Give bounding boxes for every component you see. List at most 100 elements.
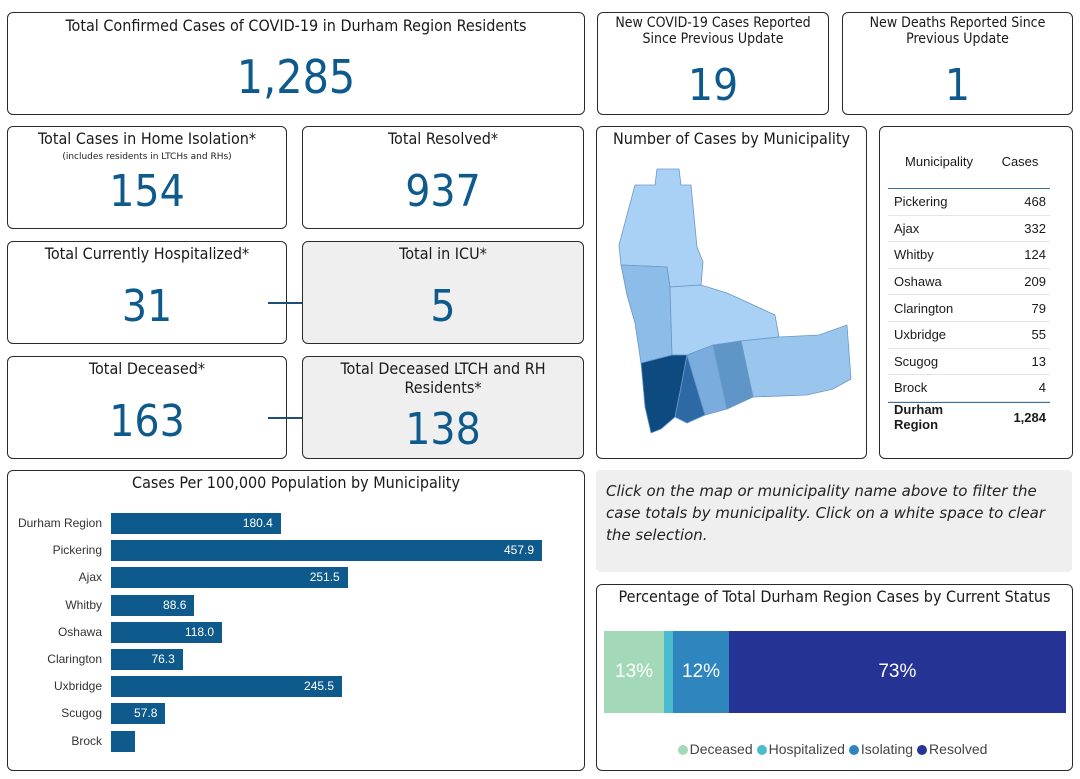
legend-label: Deceased (689, 741, 753, 757)
bar-category-label: Pickering (52, 543, 102, 558)
bar-ajax[interactable] (111, 567, 348, 589)
bar-brock[interactable] (111, 730, 136, 752)
table-row[interactable]: Scugog 13 (888, 349, 1050, 376)
filter-instructions: Click on the map or municipality name ab… (596, 470, 1072, 572)
municipality-cases: 13 (1031, 353, 1046, 369)
municipality-cases: 124 (1024, 247, 1046, 263)
segment-isolating[interactable] (673, 631, 729, 713)
table-row[interactable]: Oshawa 209 (888, 269, 1050, 296)
municipality-cases: 55 (1031, 327, 1046, 343)
bar-durham-region[interactable] (111, 513, 281, 534)
municipality-name: Oshawa (894, 274, 942, 290)
cases-per-100k-chart: Durham Region 180.4 Pickering 457.9 Ajax 251.… (8, 471, 584, 770)
hospitalized-card[interactable]: Total Currently Hospitalized* 31 (7, 241, 287, 344)
bar-value-label: 88.6 (163, 597, 187, 612)
total-name: Durham Region (894, 402, 944, 433)
table-row[interactable]: Uxbridge 55 (888, 322, 1050, 349)
segment-deceased[interactable] (604, 631, 665, 713)
legend-item-hospitalized[interactable]: Hospitalized (756, 741, 845, 757)
bar-category-label: Scugog (61, 706, 102, 721)
municipality-name: Pickering (894, 194, 948, 210)
cases-table: Municipality Cases Pickering 468 Ajax 332 … (888, 135, 1050, 432)
bar-category-label: Oshawa (57, 624, 102, 639)
new-cases-card[interactable]: New COVID-19 Cases Reported Since Previo… (597, 12, 829, 115)
bar-category-label: Durham Region (17, 516, 102, 530)
total-confirmed-value: 1,285 (236, 50, 356, 104)
deceased-title: Total Deceased* (88, 359, 206, 378)
bar-value-label: 57.8 (134, 706, 158, 721)
segment-resolved[interactable] (728, 631, 1066, 713)
legend-item-deceased[interactable]: Deceased (677, 741, 753, 757)
bar-clarington[interactable] (111, 649, 183, 670)
legend-dot-icon (756, 745, 767, 755)
bar-value-label: 180.4 (242, 516, 273, 530)
bar-oshawa[interactable] (111, 621, 223, 643)
icu-card[interactable]: Total in ICU* 5 (302, 241, 584, 344)
new-deaths-card[interactable]: New Deaths Reported Since Previous Updat… (842, 12, 1073, 115)
deceased-ltch-title-line2: Residents* (404, 378, 482, 397)
legend-label: Resolved (929, 741, 988, 757)
bar-uxbridge[interactable] (111, 676, 343, 698)
municipality-cases: 79 (1031, 300, 1046, 316)
legend-label: Hospitalized (768, 741, 845, 757)
status-percentage-card[interactable]: Percentage of Total Durham Region Cases … (596, 584, 1073, 771)
deceased-card[interactable]: Total Deceased* 163 (7, 356, 287, 459)
status-percentage-title: Percentage of Total Durham Region Cases … (618, 587, 1051, 606)
hospitalized-value: 31 (121, 281, 173, 332)
new-deaths-title-line2: Previous Update (906, 31, 1009, 47)
home-isolation-subtitle: (includes residents in LTCHs and RHs) (62, 152, 232, 162)
municipality-name: Whitby (894, 247, 934, 263)
table-total-row: Durham Region 1,284 (888, 401, 1050, 433)
cases-per-100k-card[interactable]: Cases Per 100,000 Population by Municipa… (7, 470, 585, 771)
bar-scugog[interactable] (111, 703, 166, 725)
hospitalized-title: Total Currently Hospitalized* (44, 244, 250, 263)
status-stacked-bar[interactable]: 13% 12% 73% (604, 631, 1066, 713)
municipality-name: Uxbridge (894, 327, 947, 343)
municipality-map[interactable] (597, 127, 867, 459)
column-header-municipality[interactable]: Municipality (905, 154, 973, 169)
table-row[interactable]: Whitby 124 (888, 242, 1050, 269)
icu-title: Total in ICU* (399, 244, 487, 263)
table-row[interactable]: Ajax 332 (888, 216, 1050, 243)
home-isolation-card[interactable]: Total Cases in Home Isolation* (includes… (7, 126, 287, 229)
resolved-card[interactable]: Total Resolved* 937 (302, 126, 584, 229)
deceased-value: 163 (109, 396, 185, 447)
municipality-name: Brock (894, 380, 928, 396)
bar-value-label: 251.5 (309, 570, 340, 585)
segment-label: 12% (682, 661, 721, 682)
table-row[interactable]: Pickering 468 (888, 189, 1050, 216)
bar-pickering[interactable] (111, 540, 542, 562)
municipality-cases: 468 (1024, 194, 1046, 210)
total-confirmed-card[interactable]: Total Confirmed Cases of COVID-19 in Dur… (7, 12, 585, 115)
municipality-name: Scugog (894, 353, 939, 369)
legend-dot-icon (677, 745, 688, 755)
new-deaths-value: 1 (944, 60, 971, 111)
table-row[interactable]: Brock 4 (888, 375, 1050, 402)
map-region-uxbridge (620, 264, 673, 364)
map-region-ajax (674, 354, 706, 424)
cases-per-100k-title: Cases Per 100,000 Population by Municipa… (132, 473, 460, 492)
municipality-cases: 209 (1024, 274, 1046, 290)
municipality-cases: 332 (1024, 220, 1046, 236)
segment-hospitalized[interactable] (664, 631, 674, 713)
bar-whitby[interactable] (111, 594, 195, 616)
home-isolation-title: Total Cases in Home Isolation* (37, 129, 257, 148)
municipality-name: Clarington (894, 300, 954, 316)
bar-category-label: Ajax (78, 570, 102, 585)
legend-item-resolved[interactable]: Resolved (917, 741, 987, 757)
legend-label: Isolating (860, 741, 914, 757)
map-card[interactable]: Number of Cases by Municipality (596, 126, 867, 459)
new-cases-value: 19 (687, 60, 739, 111)
cases-table-card[interactable]: Municipality Cases Pickering 468 Ajax 332 … (879, 126, 1073, 459)
new-cases-title-line2: Since Previous Update (642, 31, 784, 47)
deceased-ltch-card[interactable]: Total Deceased LTCH and RH Residents* 13… (302, 356, 584, 459)
resolved-value: 937 (405, 166, 481, 217)
table-row[interactable]: Clarington 79 (888, 295, 1050, 322)
map-title: Number of Cases by Municipality (612, 129, 851, 148)
column-header-cases[interactable]: Cases (1001, 154, 1039, 169)
bar-category-label: Brock (71, 733, 102, 748)
deceased-ltch-title-line1: Total Deceased LTCH and RH (340, 359, 546, 378)
total-cases: 1,284 (1013, 409, 1046, 425)
legend-item-isolating[interactable]: Isolating (848, 741, 914, 757)
municipality-cases: 4 (1038, 380, 1046, 396)
